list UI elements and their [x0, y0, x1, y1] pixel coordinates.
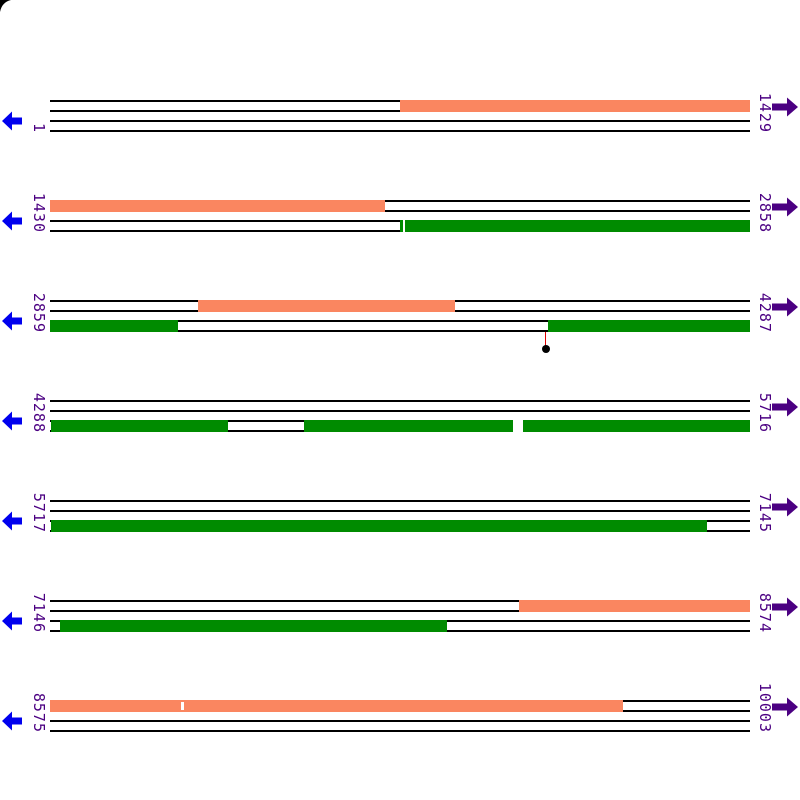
next-segment-arrow[interactable]	[772, 197, 798, 217]
prev-segment-arrow[interactable]	[2, 711, 22, 731]
alignment-segment-green	[304, 420, 750, 432]
gap-notch	[181, 702, 184, 710]
alignment-segment-orange	[198, 300, 455, 312]
row-start-coordinate: 4288	[30, 392, 48, 433]
track-line	[50, 400, 750, 402]
row-start-coordinate: 2859	[30, 292, 48, 333]
prev-segment-arrow[interactable]	[2, 511, 22, 531]
alignment-segment-orange	[50, 700, 623, 712]
track-line	[50, 330, 750, 332]
next-segment-arrow[interactable]	[772, 497, 798, 517]
alignment-segment-green	[51, 420, 228, 432]
corner-arc-mark-icon	[0, 0, 11, 12]
track-line	[50, 720, 750, 722]
track-line	[50, 200, 750, 202]
row-start-coordinate: 5717	[30, 492, 48, 533]
gap-notch	[402, 220, 405, 232]
alignment-segment-green	[548, 320, 750, 332]
next-segment-arrow[interactable]	[772, 97, 798, 117]
marker-stem	[544, 332, 547, 346]
alignment-segment-green	[50, 320, 178, 332]
next-segment-arrow[interactable]	[772, 697, 798, 717]
alignment-segment-green	[51, 520, 707, 532]
row-end-coordinate: 4287	[756, 292, 774, 333]
track-line	[50, 130, 750, 132]
row-start-coordinate: 7146	[30, 592, 48, 633]
row-end-coordinate: 1429	[756, 92, 774, 133]
next-segment-arrow[interactable]	[772, 297, 798, 317]
prev-segment-arrow[interactable]	[2, 311, 22, 331]
row-end-coordinate: 2858	[756, 192, 774, 233]
track-line	[50, 210, 750, 212]
alignment-segment-orange	[400, 100, 750, 112]
track-line	[50, 410, 750, 412]
prev-segment-arrow[interactable]	[2, 411, 22, 431]
row-start-coordinate: 1	[30, 122, 48, 133]
prev-segment-arrow[interactable]	[2, 111, 22, 131]
alignment-segment-green	[60, 620, 447, 632]
next-segment-arrow[interactable]	[772, 597, 798, 617]
row-end-coordinate: 5716	[756, 392, 774, 433]
row-end-coordinate: 10003	[756, 682, 774, 733]
track-line	[50, 500, 750, 502]
track-line	[50, 120, 750, 122]
track-line	[50, 730, 750, 732]
row-end-coordinate: 7145	[756, 492, 774, 533]
prev-segment-arrow[interactable]	[2, 211, 22, 231]
row-start-coordinate: 8575	[30, 692, 48, 733]
next-segment-arrow[interactable]	[772, 397, 798, 417]
prev-segment-arrow[interactable]	[2, 611, 22, 631]
alignment-segment-orange	[50, 200, 385, 212]
track-line	[50, 600, 750, 602]
track-line	[50, 510, 750, 512]
row-start-coordinate: 1430	[30, 192, 48, 233]
track-line	[50, 320, 750, 322]
gap-notch	[513, 420, 523, 432]
alignment-segment-orange	[519, 600, 750, 612]
alignment-segment-green	[400, 220, 750, 232]
marker-dot	[541, 345, 550, 353]
row-end-coordinate: 8574	[756, 592, 774, 633]
track-line	[50, 610, 750, 612]
